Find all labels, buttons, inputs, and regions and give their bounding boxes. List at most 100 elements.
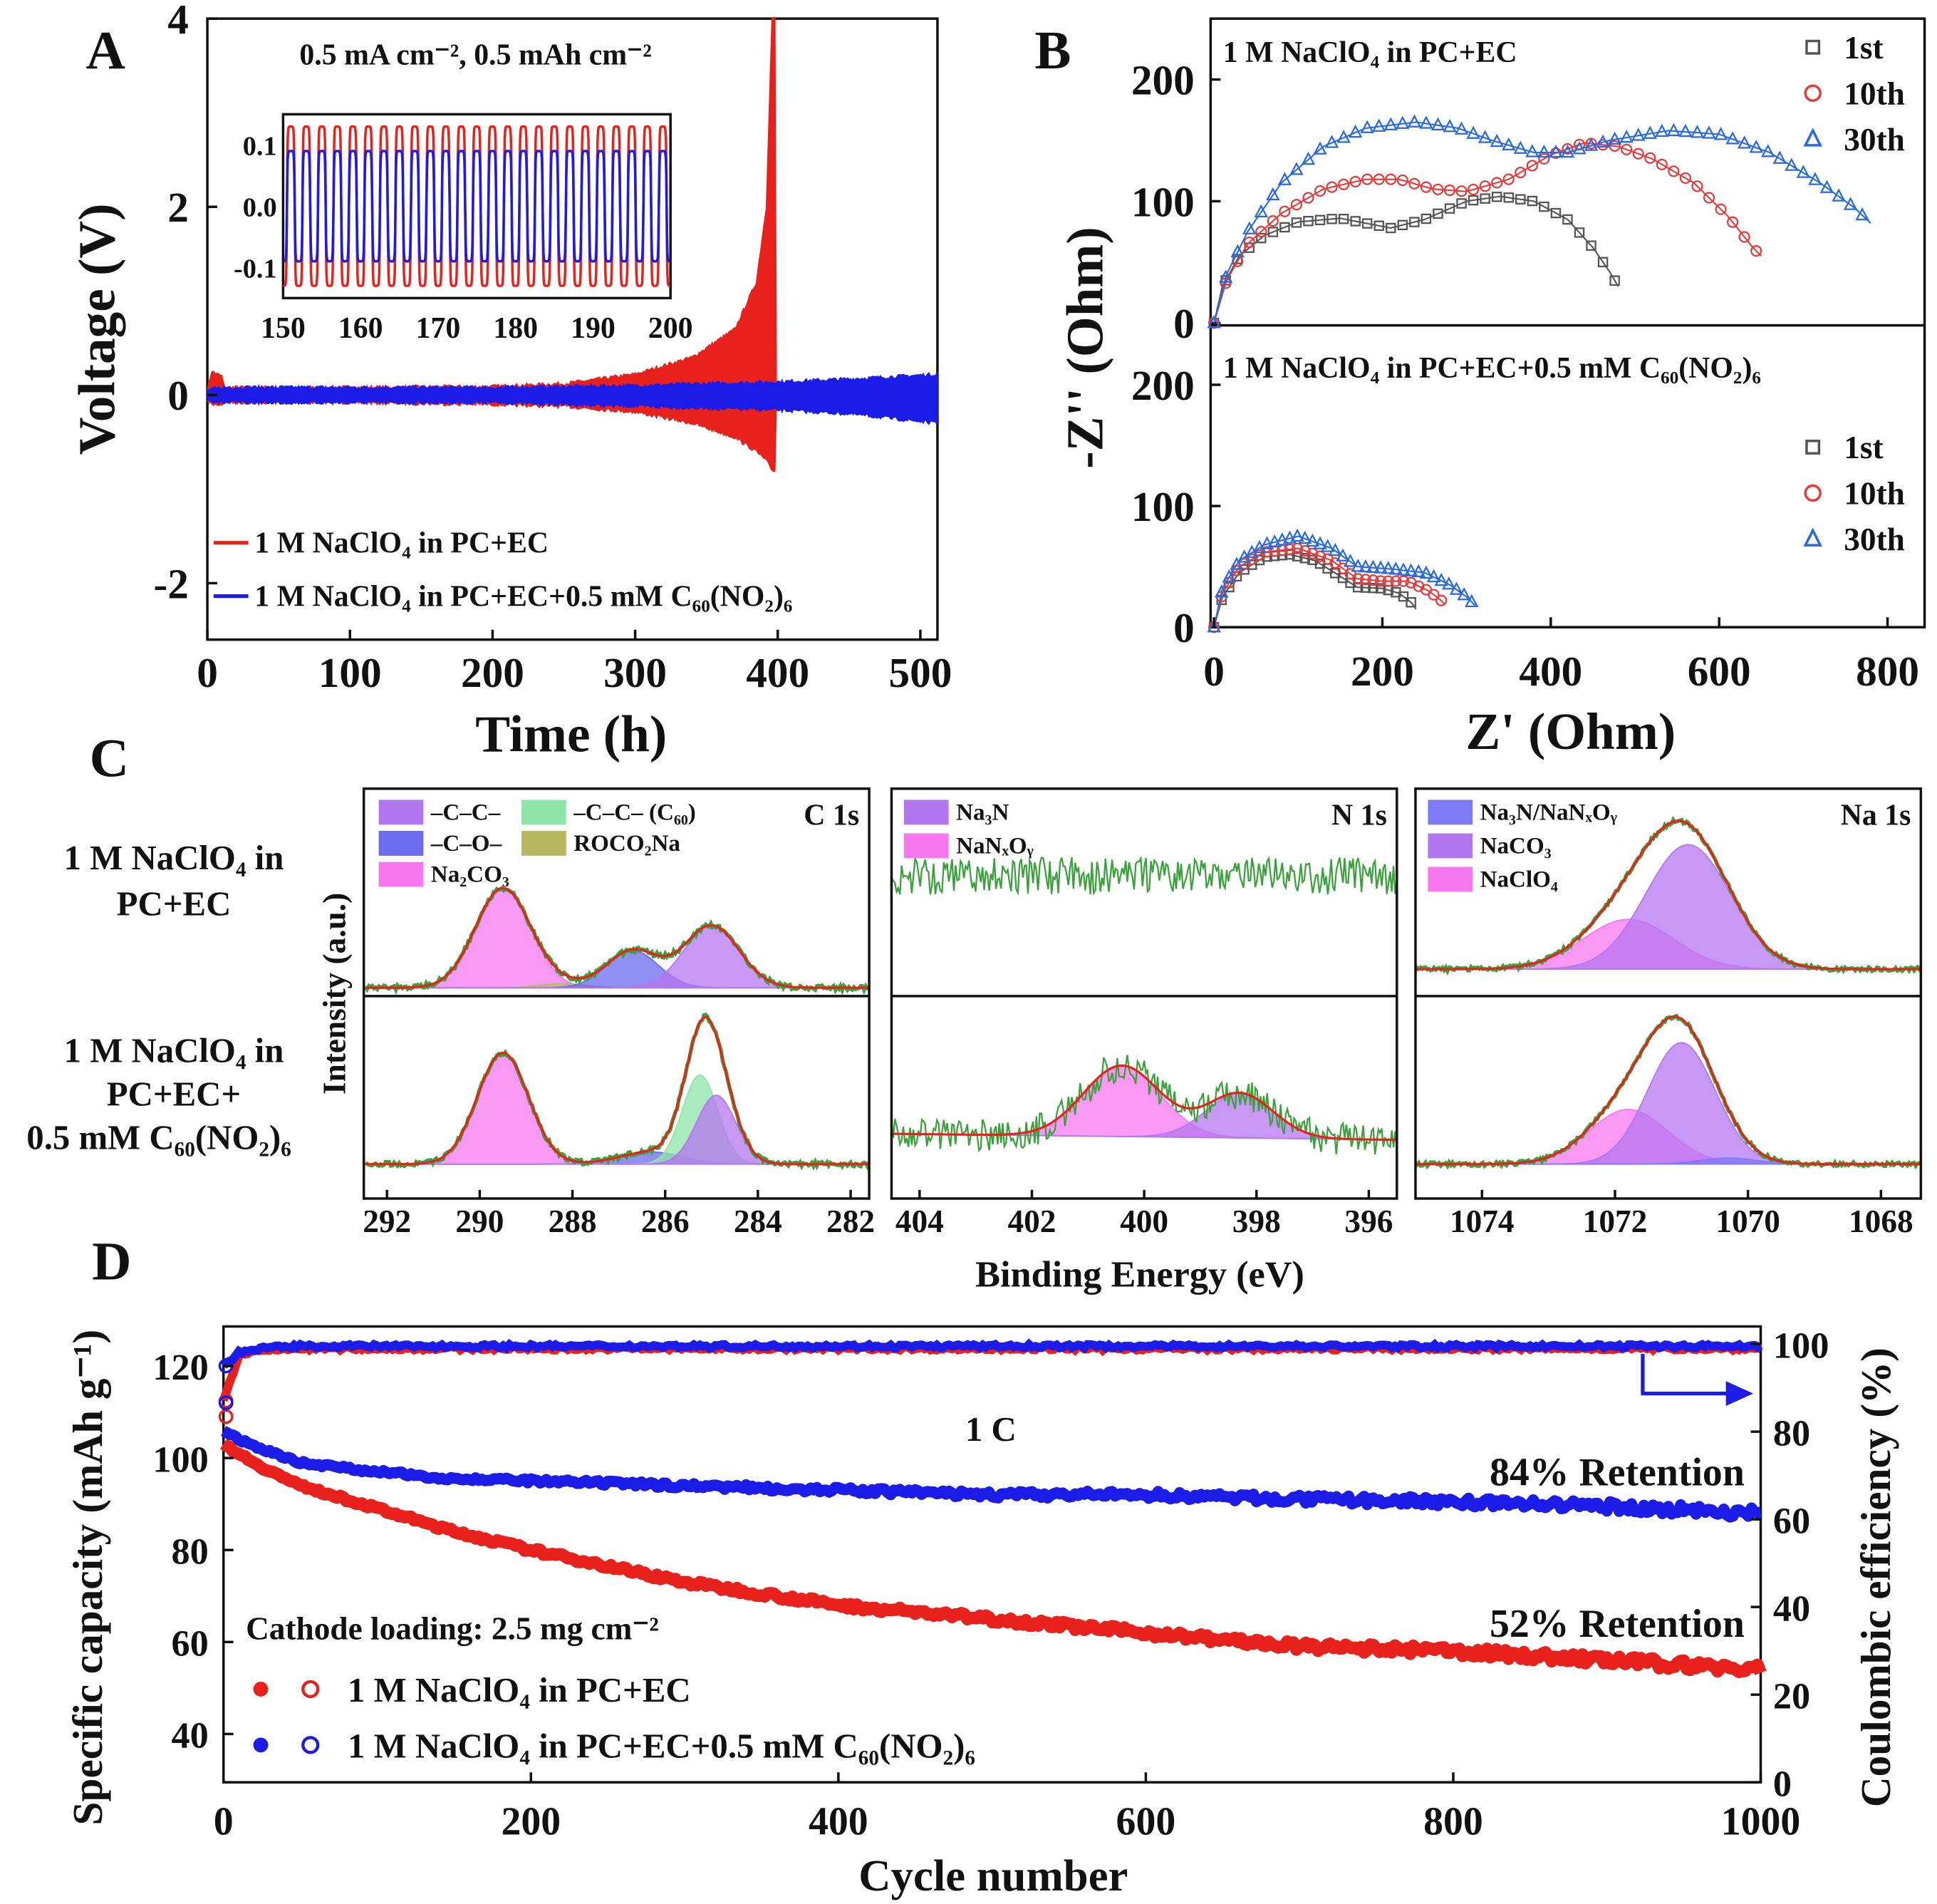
marker-triangle <box>1351 559 1365 572</box>
legend-label: –C–C– (C₆₀) <box>573 799 696 825</box>
x-tick-label: 1070 <box>1715 1204 1780 1239</box>
x-tick-label: 290 <box>455 1204 504 1239</box>
legend-label: NaClO₄ <box>1480 866 1558 892</box>
legend-label: 1 M NaClO₄ in PC+EC <box>254 527 549 560</box>
marker-circle <box>1562 143 1574 155</box>
y-right-tick-label: 80 <box>1773 1412 1810 1454</box>
marker-circle <box>1352 573 1364 585</box>
marker-triangle <box>1359 559 1373 573</box>
xps-column-2 <box>1413 787 1923 1200</box>
x-tick-label: 292 <box>363 1204 411 1239</box>
raw-spectrum <box>890 856 1398 896</box>
x-tick-label: 1074 <box>1450 1204 1515 1239</box>
marker-square <box>1539 201 1549 212</box>
marker-triangle <box>1643 125 1658 139</box>
xps-region-title: Na 1s <box>1841 799 1911 832</box>
legend-label: Na₃N/NaNₓOᵧ <box>1480 799 1617 825</box>
marker-circle <box>1443 184 1456 197</box>
legend-hollow-marker <box>301 1680 320 1699</box>
marker-circle <box>1632 148 1644 160</box>
marker-triangle <box>1305 533 1320 547</box>
marker-circle <box>1644 152 1656 164</box>
plot-frame <box>206 17 939 641</box>
marker-square <box>1574 227 1585 238</box>
y-tick-label: 40 <box>172 1715 209 1756</box>
marker-triangle <box>1290 528 1304 542</box>
legend-swatch <box>1428 866 1473 892</box>
marker-triangle <box>1266 187 1280 201</box>
marker-circle <box>1420 181 1433 193</box>
plot-frame <box>362 787 871 1200</box>
marker-triangle <box>1434 572 1448 586</box>
marker-circle <box>1491 177 1503 189</box>
marker-square <box>1397 219 1408 231</box>
x-tick-label: 400 <box>809 1799 868 1843</box>
marker-triangle <box>1207 619 1221 633</box>
marker-triangle <box>1490 133 1504 148</box>
loading-label: Cathode loading: 2.5 mg cm⁻² <box>246 1611 659 1647</box>
marker-square <box>1279 222 1290 233</box>
component-peak <box>363 1074 870 1165</box>
inset-plot <box>281 113 672 300</box>
marker-square <box>1256 232 1267 244</box>
x-tick-label: 282 <box>826 1204 875 1239</box>
marker-triangle <box>1808 172 1822 185</box>
marker-triangle <box>1230 557 1244 570</box>
panel-label: C <box>90 728 129 788</box>
panel-a-plot <box>206 16 939 641</box>
marker-circle <box>1621 143 1633 155</box>
marker-circle <box>1243 236 1255 249</box>
marker-triangle <box>1403 563 1418 576</box>
x-tick-label: 100 <box>318 649 382 696</box>
capacity-series-red <box>219 1438 1767 1679</box>
marker-triangle <box>1819 180 1834 193</box>
marker-circle <box>1515 166 1527 179</box>
marker-circle <box>1750 245 1762 257</box>
inset-y-tick-label: -0.1 <box>234 254 277 284</box>
marker-circle <box>1290 199 1303 211</box>
marker-circle <box>1279 205 1291 217</box>
fit-envelope <box>365 1015 870 1166</box>
marker-triangle <box>1388 562 1403 575</box>
marker-triangle <box>1360 120 1374 133</box>
marker-triangle <box>1336 130 1351 143</box>
xps-column-0 <box>362 787 871 1200</box>
marker-square <box>1491 192 1502 202</box>
marker-square <box>1338 214 1349 224</box>
marker-circle <box>1609 140 1621 152</box>
marker-circle <box>1526 160 1538 172</box>
marker-circle <box>1656 158 1668 170</box>
marker-triangle <box>1502 137 1516 151</box>
row-label: 1 M NaClO₄ in <box>64 1031 284 1070</box>
marker-square <box>1292 551 1303 562</box>
marker-triangle <box>1832 188 1846 202</box>
panel-label: B <box>1034 20 1071 81</box>
legend-swatch <box>903 833 949 859</box>
legend-label: ROCO₂Na <box>573 830 680 857</box>
marker-triangle <box>1426 569 1441 583</box>
marker-triangle <box>1442 576 1456 590</box>
marker-triangle <box>1366 559 1381 574</box>
marker-circle <box>1432 183 1444 195</box>
marker-circle <box>1336 562 1349 574</box>
y-tick-label: 4 <box>167 0 189 43</box>
marker-triangle <box>1282 530 1297 544</box>
legend-label: Na₂CO₃ <box>431 862 509 888</box>
marker-circle <box>1691 180 1703 192</box>
y-tick-label: 80 <box>172 1531 209 1572</box>
x-tick-label: 400 <box>1120 1204 1168 1239</box>
row-label: 1 M NaClO₄ in <box>64 839 284 877</box>
marker-circle <box>1329 557 1341 569</box>
marker-triangle <box>1324 135 1339 148</box>
marker-square <box>1375 583 1386 594</box>
marker-circle <box>1361 173 1373 185</box>
marker-triangle <box>1215 584 1229 598</box>
marker-square <box>1586 240 1596 251</box>
marker-square <box>1480 193 1490 204</box>
legend-swatch <box>1428 800 1473 825</box>
legend-swatch <box>378 862 424 887</box>
marker-circle <box>1382 575 1394 587</box>
legend-label: NaNₓOᵧ <box>956 832 1034 859</box>
marker-circle <box>1326 181 1338 193</box>
x-tick-label: 402 <box>1008 1204 1056 1239</box>
